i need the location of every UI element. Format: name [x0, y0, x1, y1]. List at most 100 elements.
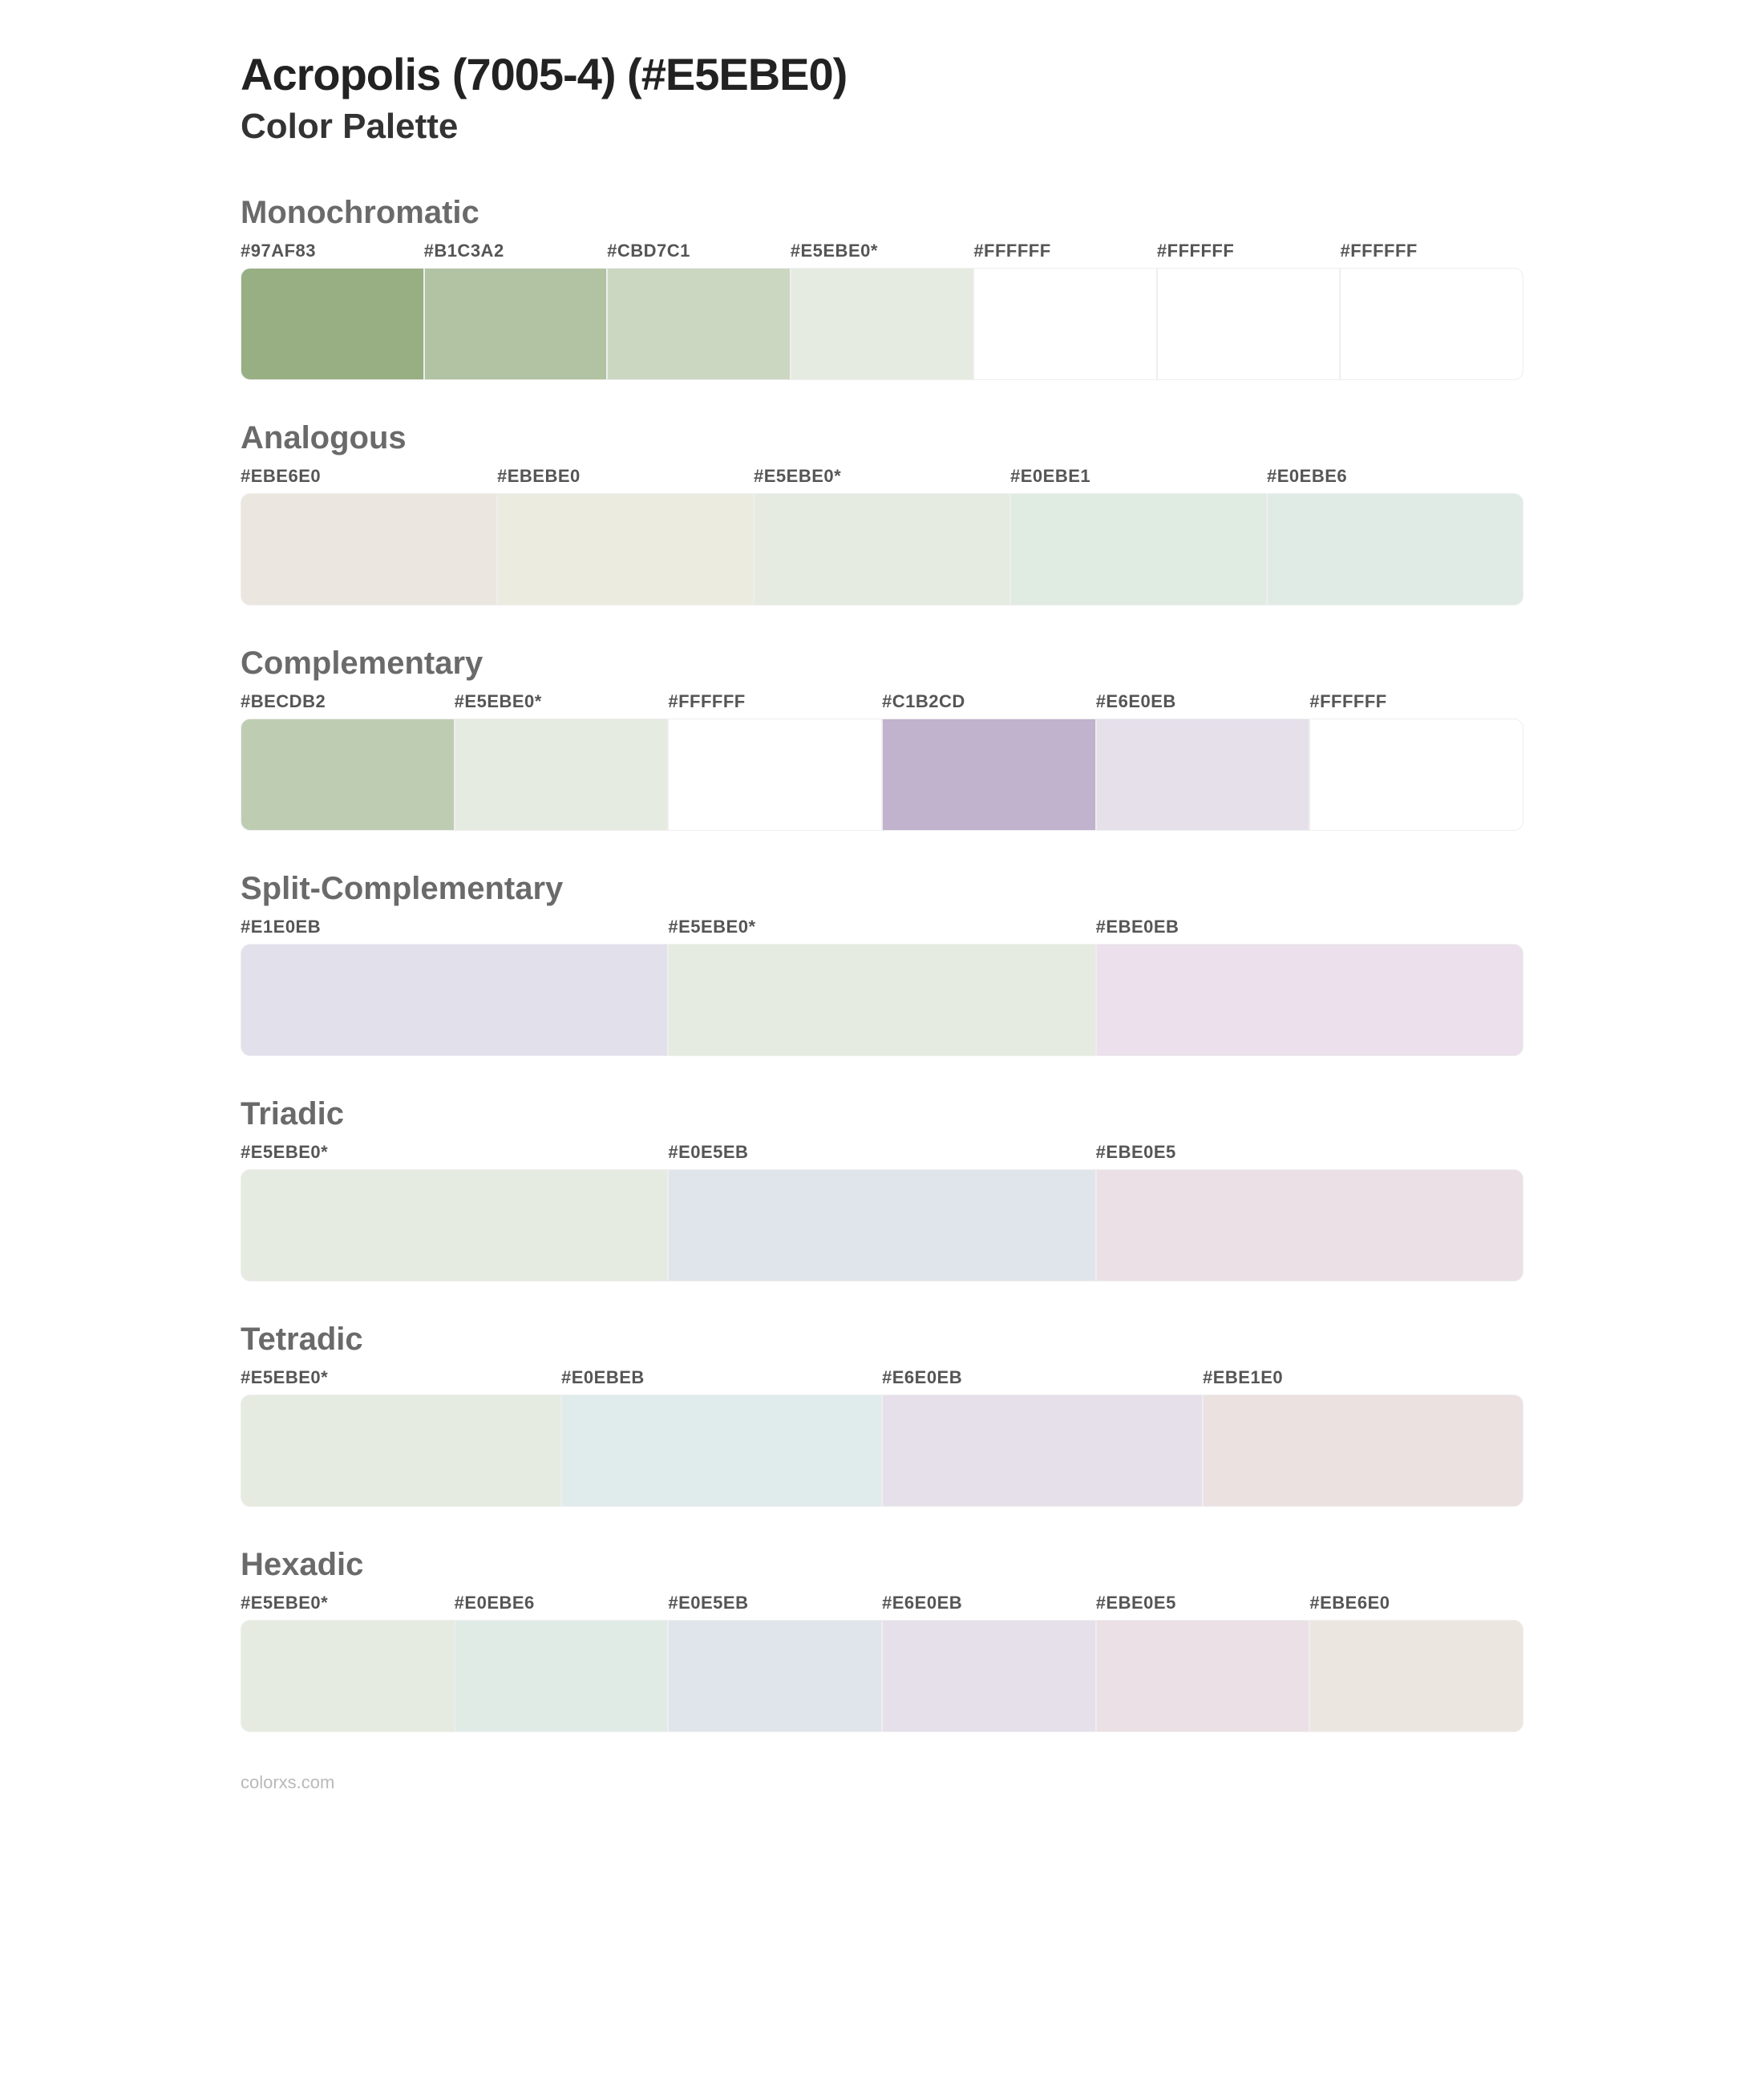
swatch-color[interactable] — [241, 1169, 668, 1281]
swatch-color[interactable] — [1340, 268, 1523, 380]
color-swatch[interactable]: #E0E5EB — [668, 1142, 1095, 1281]
swatch-label: #FFFFFF — [1340, 241, 1523, 261]
swatch-color[interactable] — [1096, 944, 1523, 1056]
swatch-label: #B1C3A2 — [424, 241, 608, 261]
color-swatch[interactable]: #E6E0EB — [882, 1593, 1096, 1732]
color-swatch[interactable]: #E1E0EB — [241, 917, 668, 1056]
color-swatch[interactable]: #B1C3A2 — [424, 241, 608, 380]
swatch-label: #E5EBE0* — [241, 1593, 455, 1613]
swatch-row: #EBE6E0#EBEBE0#E5EBE0*#E0EBE1#E0EBE6 — [241, 466, 1523, 605]
swatch-label: #E5EBE0* — [241, 1367, 561, 1388]
swatch-label: #E0EBEB — [561, 1367, 882, 1388]
swatch-color[interactable] — [668, 944, 1095, 1056]
swatch-color[interactable] — [607, 268, 791, 380]
color-swatch[interactable]: #C1B2CD — [882, 691, 1096, 831]
swatch-label: #E6E0EB — [1096, 691, 1310, 712]
swatch-color[interactable] — [455, 1620, 669, 1732]
swatch-color[interactable] — [241, 1395, 561, 1507]
swatch-label: #FFFFFF — [1309, 691, 1523, 712]
swatch-color[interactable] — [668, 719, 882, 831]
swatch-color[interactable] — [455, 719, 669, 831]
swatch-label: #BECDB2 — [241, 691, 455, 712]
palette-section: Complementary#BECDB2#E5EBE0*#FFFFFF#C1B2… — [241, 646, 1523, 831]
swatch-color[interactable] — [241, 1620, 455, 1732]
color-swatch[interactable]: #EBE0EB — [1096, 917, 1523, 1056]
color-swatch[interactable]: #E0EBEB — [561, 1367, 882, 1507]
swatch-color[interactable] — [668, 1169, 1095, 1281]
swatch-color[interactable] — [1096, 719, 1310, 831]
swatch-label: #EBE6E0 — [241, 466, 497, 487]
color-swatch[interactable]: #E5EBE0* — [241, 1367, 561, 1507]
color-swatch[interactable]: #FFFFFF — [1340, 241, 1523, 380]
swatch-color[interactable] — [241, 268, 424, 380]
color-swatch[interactable]: #E5EBE0* — [241, 1593, 455, 1732]
swatch-color[interactable] — [241, 944, 668, 1056]
swatch-label: #C1B2CD — [882, 691, 1096, 712]
swatch-color[interactable] — [882, 719, 1096, 831]
color-swatch[interactable]: #E5EBE0* — [668, 917, 1095, 1056]
swatch-color[interactable] — [1309, 1620, 1523, 1732]
color-swatch[interactable]: #E5EBE0* — [455, 691, 669, 831]
swatch-color[interactable] — [1096, 1620, 1310, 1732]
color-swatch[interactable]: #EBE6E0 — [1309, 1593, 1523, 1732]
swatch-row: #BECDB2#E5EBE0*#FFFFFF#C1B2CD#E6E0EB#FFF… — [241, 691, 1523, 831]
swatch-row: #E5EBE0*#E0E5EB#EBE0E5 — [241, 1142, 1523, 1281]
footer-credit: colorxs.com — [241, 1772, 1523, 1793]
swatch-color[interactable] — [1267, 493, 1523, 605]
swatch-color[interactable] — [973, 268, 1157, 380]
palette-sections: Monochromatic#97AF83#B1C3A2#CBD7C1#E5EBE… — [241, 195, 1523, 1732]
section-title: Split-Complementary — [241, 871, 1523, 907]
swatch-row: #E1E0EB#E5EBE0*#EBE0EB — [241, 917, 1523, 1056]
palette-section: Monochromatic#97AF83#B1C3A2#CBD7C1#E5EBE… — [241, 195, 1523, 380]
swatch-color[interactable] — [424, 268, 608, 380]
swatch-color[interactable] — [754, 493, 1010, 605]
swatch-row: #97AF83#B1C3A2#CBD7C1#E5EBE0*#FFFFFF#FFF… — [241, 241, 1523, 380]
swatch-label: #E1E0EB — [241, 917, 668, 937]
color-swatch[interactable]: #E6E0EB — [882, 1367, 1203, 1507]
swatch-color[interactable] — [1010, 493, 1267, 605]
color-swatch[interactable]: #BECDB2 — [241, 691, 455, 831]
color-swatch[interactable]: #E0EBE1 — [1010, 466, 1267, 605]
swatch-label: #E0EBE6 — [455, 1593, 669, 1613]
color-swatch[interactable]: #FFFFFF — [1157, 241, 1341, 380]
swatch-color[interactable] — [561, 1395, 882, 1507]
swatch-label: #E6E0EB — [882, 1367, 1203, 1388]
swatch-color[interactable] — [1309, 719, 1523, 831]
swatch-color[interactable] — [791, 268, 974, 380]
swatch-label: #FFFFFF — [668, 691, 882, 712]
swatch-color[interactable] — [1157, 268, 1341, 380]
swatch-label: #FFFFFF — [1157, 241, 1341, 261]
color-swatch[interactable]: #FFFFFF — [1309, 691, 1523, 831]
color-swatch[interactable]: #E5EBE0* — [791, 241, 974, 380]
color-swatch[interactable]: #FFFFFF — [973, 241, 1157, 380]
color-swatch[interactable]: #97AF83 — [241, 241, 424, 380]
color-swatch[interactable]: #E0EBE6 — [455, 1593, 669, 1732]
palette-section: Triadic#E5EBE0*#E0E5EB#EBE0E5 — [241, 1096, 1523, 1281]
color-swatch[interactable]: #EBE0E5 — [1096, 1593, 1310, 1732]
swatch-label: #EBE0EB — [1096, 917, 1523, 937]
color-swatch[interactable]: #EBE0E5 — [1096, 1142, 1523, 1281]
color-swatch[interactable]: #E0EBE6 — [1267, 466, 1523, 605]
swatch-color[interactable] — [668, 1620, 882, 1732]
swatch-color[interactable] — [882, 1620, 1096, 1732]
color-swatch[interactable]: #E0E5EB — [668, 1593, 882, 1732]
section-title: Complementary — [241, 646, 1523, 682]
swatch-color[interactable] — [1203, 1395, 1523, 1507]
color-swatch[interactable]: #CBD7C1 — [607, 241, 791, 380]
swatch-color[interactable] — [882, 1395, 1203, 1507]
color-swatch[interactable]: #FFFFFF — [668, 691, 882, 831]
palette-section: Analogous#EBE6E0#EBEBE0#E5EBE0*#E0EBE1#E… — [241, 420, 1523, 605]
swatch-color[interactable] — [241, 719, 455, 831]
swatch-row: #E5EBE0*#E0EBEB#E6E0EB#EBE1E0 — [241, 1367, 1523, 1507]
color-swatch[interactable]: #EBE1E0 — [1203, 1367, 1523, 1507]
swatch-color[interactable] — [241, 493, 497, 605]
color-swatch[interactable]: #E5EBE0* — [754, 466, 1010, 605]
swatch-color[interactable] — [497, 493, 754, 605]
swatch-color[interactable] — [1096, 1169, 1523, 1281]
color-swatch[interactable]: #EBEBE0 — [497, 466, 754, 605]
color-swatch[interactable]: #EBE6E0 — [241, 466, 497, 605]
color-swatch[interactable]: #E6E0EB — [1096, 691, 1310, 831]
swatch-label: #E0EBE1 — [1010, 466, 1267, 487]
color-swatch[interactable]: #E5EBE0* — [241, 1142, 668, 1281]
swatch-label: #CBD7C1 — [607, 241, 791, 261]
